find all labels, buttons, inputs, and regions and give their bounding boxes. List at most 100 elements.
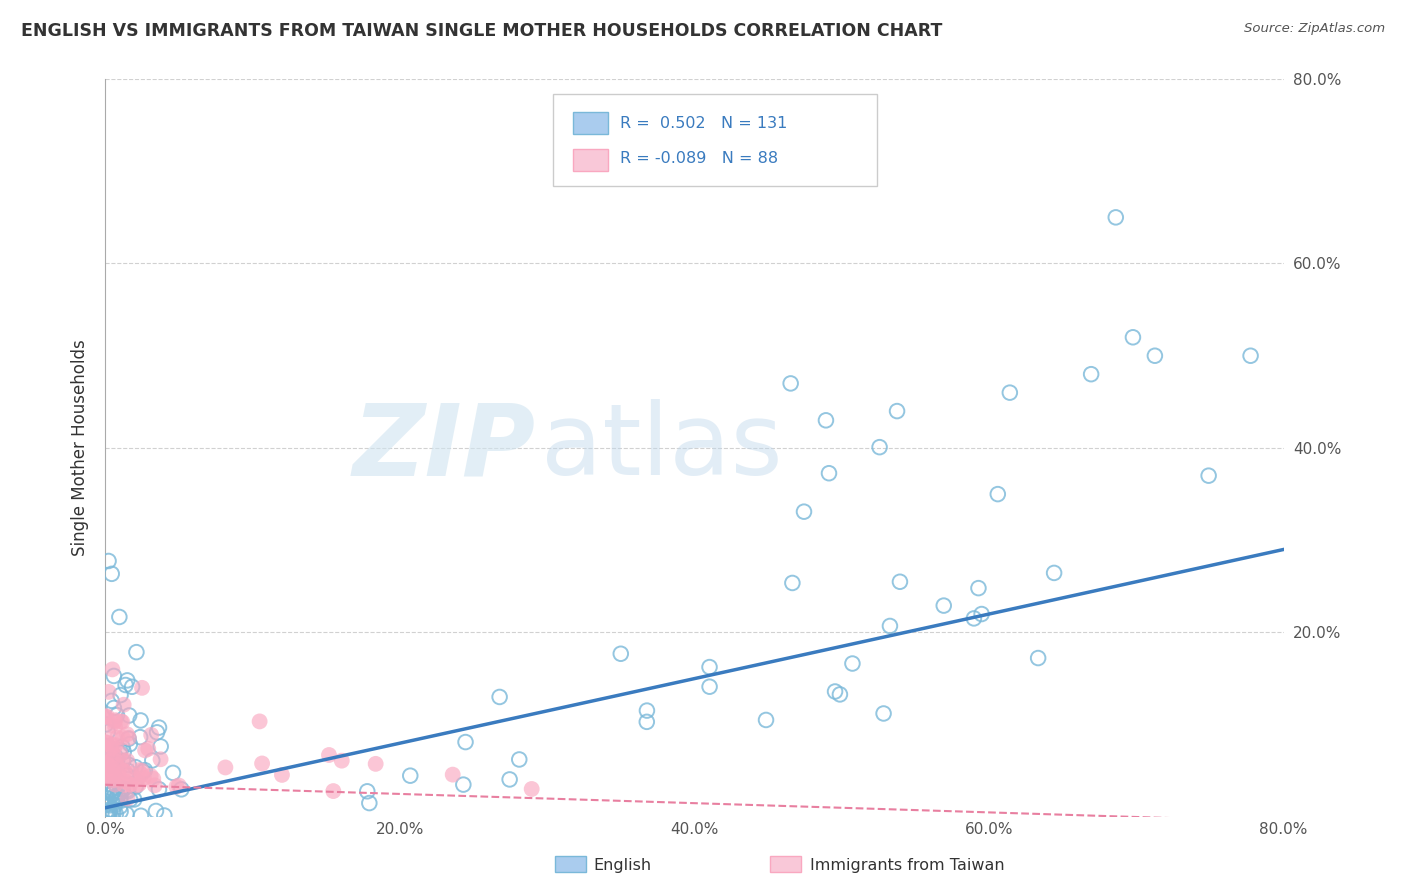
Point [967,581,990,595]
Point [115,807,138,822]
Point [96,769,118,783]
Point [148,782,170,797]
Point [96,709,118,723]
Point [129,714,152,728]
Point [127,778,149,792]
Point [1026,651,1049,665]
Point [94,709,117,723]
Point [110,747,132,761]
Point [105,781,128,796]
Point [117,764,139,778]
Point [779,376,801,391]
Point [96,762,118,776]
Point [143,778,166,792]
Point [103,669,125,683]
Point [149,752,172,766]
Point [111,754,134,768]
Point [149,739,172,754]
Text: English: English [593,858,651,872]
Point [104,772,127,786]
Point [1143,349,1166,363]
Point [98,766,121,780]
Y-axis label: Single Mother Households: Single Mother Households [72,340,89,557]
Point [110,786,132,800]
Point [107,789,129,804]
Point [114,678,136,692]
Point [120,792,142,806]
Point [110,714,132,729]
Bar [574,112,609,135]
Point [94,756,117,771]
Point [111,781,134,796]
Point [104,778,127,792]
Point [963,611,986,625]
Point [100,762,122,776]
Point [94,797,117,812]
Point [828,687,851,701]
Point [124,780,146,794]
Point [114,774,136,789]
Point [108,799,131,814]
Point [250,756,273,771]
Point [96,769,118,783]
Point [636,704,658,718]
Point [814,413,837,427]
Point [110,688,132,702]
Point [98,806,121,821]
Point [318,747,340,762]
Point [104,713,127,727]
Point [364,756,387,771]
Point [117,731,139,746]
Point [886,404,908,418]
Point [105,791,128,805]
Point [96,755,118,769]
Point [134,743,156,757]
Point [103,701,125,715]
Point [94,735,117,749]
Point [879,619,901,633]
Point [1198,468,1220,483]
Point [115,754,138,768]
Point [167,779,190,793]
Point [214,760,236,774]
Point [148,721,170,735]
Point [115,768,138,782]
Point [112,698,135,712]
Point [1080,367,1102,381]
Point [94,805,117,820]
Point [142,772,165,786]
Point [97,724,120,739]
Point [1239,349,1261,363]
Point [1122,330,1144,344]
Point [97,769,120,783]
Point [124,760,146,774]
Text: Source: ZipAtlas.com: Source: ZipAtlas.com [1244,22,1385,36]
Point [987,487,1010,501]
Point [103,783,125,797]
Point [96,785,118,799]
Point [889,574,911,589]
Point [118,731,141,745]
Point [145,804,167,818]
Point [100,758,122,772]
Point [128,777,150,791]
Point [131,681,153,695]
Point [1105,211,1128,225]
Point [101,747,124,762]
Point [94,794,117,808]
Point [359,796,381,810]
Point [101,662,124,676]
Point [127,763,149,777]
Point [869,440,891,454]
Point [782,576,804,591]
Point [131,767,153,781]
Point [98,767,121,781]
Point [118,737,141,751]
Point [104,749,127,764]
Point [498,772,520,787]
Point [117,673,139,688]
Point [100,783,122,797]
Point [162,765,184,780]
Point [101,769,124,783]
Point [271,768,294,782]
